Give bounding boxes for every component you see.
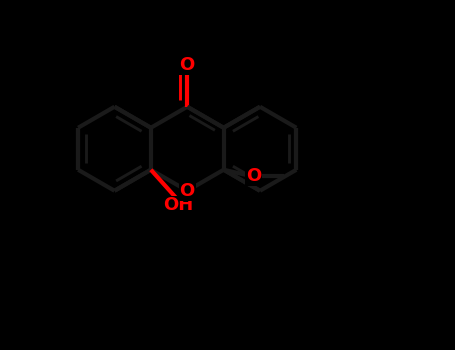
- Text: O: O: [180, 56, 195, 74]
- Text: OH: OH: [163, 196, 193, 215]
- Text: O: O: [180, 182, 195, 200]
- Text: O: O: [246, 167, 262, 185]
